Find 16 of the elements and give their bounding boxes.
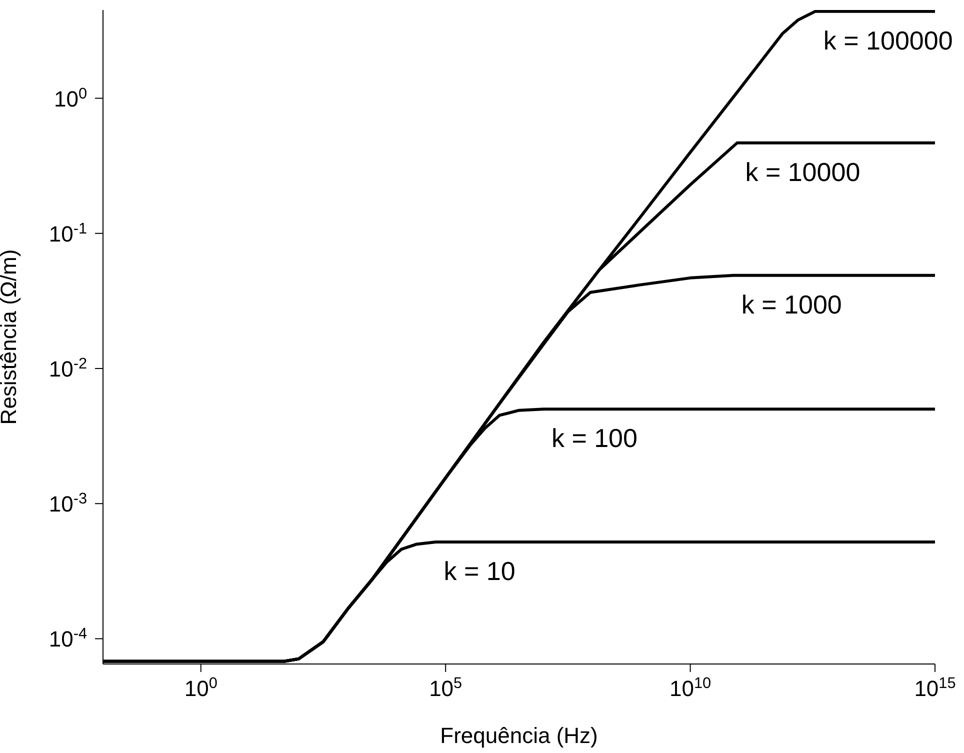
x-tick-label: 10$^{15}$ <box>914 674 956 701</box>
y-tick-label: 10$^{-3}$ <box>48 490 87 517</box>
y-tick-label: 10$^{-2}$ <box>48 354 87 382</box>
y-tick-label: 10$^{-1}$ <box>48 220 87 246</box>
x-tick-label: 10$^{0}$ <box>184 674 218 701</box>
x-tick-label: 10$^{10}$ <box>669 674 712 701</box>
series-label: k = 10 <box>444 556 516 586</box>
series-label: k = 100 <box>551 423 638 454</box>
y-tick-label: 10$^{-4}$ <box>48 625 88 652</box>
x-axis-title: Frequência (Hz) <box>440 723 598 748</box>
series-label: k = 1000 <box>741 289 842 320</box>
series-label: k = 100000 <box>823 25 953 56</box>
y-axis-title: Resistência (Ω/m) <box>0 249 21 425</box>
series-label: k = 10000 <box>745 156 860 187</box>
y-tick-label: 10$^{0}$ <box>54 84 87 112</box>
x-tick-label: 10$^{5}$ <box>429 674 462 701</box>
